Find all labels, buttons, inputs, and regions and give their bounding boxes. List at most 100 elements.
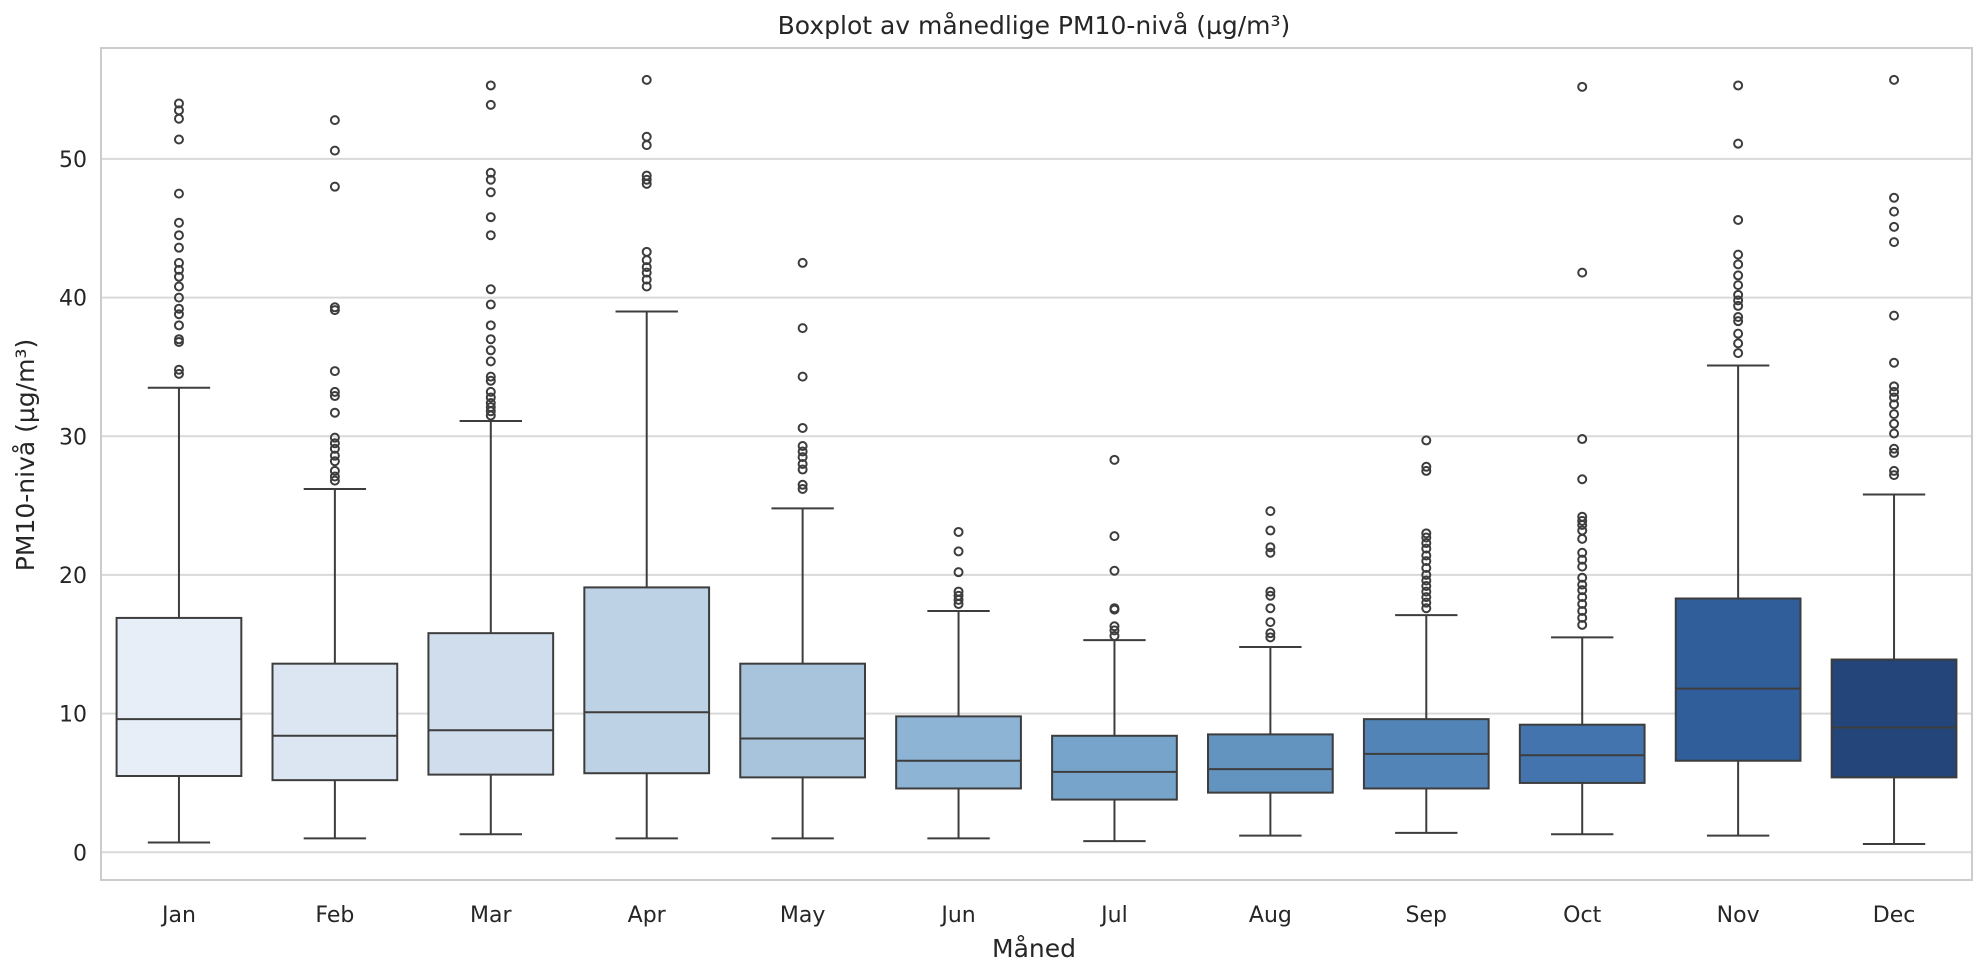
outlier-point xyxy=(797,459,808,469)
box-group xyxy=(583,74,711,840)
outlier-point xyxy=(1421,461,1432,472)
outlier-point xyxy=(797,371,808,382)
x-tick-label: Oct xyxy=(1563,903,1601,928)
iqr-box xyxy=(271,662,399,782)
outlier-point xyxy=(1265,617,1276,628)
outlier-point xyxy=(1109,454,1120,465)
x-tick-label: Jun xyxy=(939,903,975,928)
outlier-point xyxy=(173,105,184,116)
outlier-point xyxy=(1265,628,1276,639)
outlier-point xyxy=(641,246,652,257)
outlier-point xyxy=(329,456,340,467)
boxes xyxy=(115,74,1958,845)
outlier-point xyxy=(485,345,496,356)
outlier-point xyxy=(1577,81,1588,92)
outlier-point xyxy=(1889,74,1900,85)
outlier-point xyxy=(1421,575,1432,586)
outlier-point xyxy=(1109,603,1120,614)
outlier-point xyxy=(485,402,496,413)
outlier-point xyxy=(1421,435,1432,446)
outlier-point xyxy=(1889,447,1900,458)
outlier-point xyxy=(485,386,496,397)
outlier-point xyxy=(485,392,496,403)
y-tick-label: 40 xyxy=(59,287,87,312)
outlier-point xyxy=(173,281,184,292)
x-tick-label: Jul xyxy=(1099,903,1128,928)
outlier-point xyxy=(485,356,496,367)
outlier-point xyxy=(1577,585,1588,596)
outlier-point xyxy=(1733,280,1744,291)
outlier-point xyxy=(1577,533,1588,544)
box-group xyxy=(1362,435,1490,834)
x-tick-label: Dec xyxy=(1873,903,1916,928)
x-tick-label: Mar xyxy=(470,903,512,928)
outlier-point xyxy=(329,302,340,313)
outlier-point xyxy=(1733,300,1744,311)
outlier-point xyxy=(1577,561,1588,572)
y-tick-label: 20 xyxy=(59,564,87,589)
outlier-point xyxy=(173,320,184,331)
outlier-point xyxy=(1577,579,1588,590)
outlier-point xyxy=(797,440,808,451)
outlier-point xyxy=(173,309,184,320)
outlier-point xyxy=(1889,221,1900,232)
outlier-point xyxy=(1733,338,1744,349)
outlier-point xyxy=(173,292,184,303)
outlier-point xyxy=(797,483,808,494)
outlier-point xyxy=(329,407,340,418)
outlier-point xyxy=(173,368,184,379)
iqr-box xyxy=(427,632,555,776)
iqr-box xyxy=(1051,734,1178,801)
x-tick-label: Apr xyxy=(628,903,667,928)
x-tick-label: Sep xyxy=(1406,903,1447,928)
outlier-point xyxy=(1889,310,1900,321)
outlier-point xyxy=(1421,592,1432,603)
outlier-point xyxy=(329,391,340,402)
outlier-point xyxy=(1733,138,1744,149)
outlier-point xyxy=(173,271,184,282)
outlier-point xyxy=(953,526,964,537)
outlier-point xyxy=(485,174,496,185)
outlier-point xyxy=(1577,619,1588,630)
outlier-point xyxy=(1733,270,1744,281)
outlier-point xyxy=(173,98,184,109)
outlier-point xyxy=(1421,550,1432,561)
outlier-point xyxy=(1889,381,1900,392)
outlier-point xyxy=(329,366,340,377)
y-tick-label: 0 xyxy=(73,841,87,866)
outlier-point xyxy=(1733,289,1744,300)
outlier-point xyxy=(1733,259,1744,270)
plot-frame xyxy=(100,47,1973,881)
outlier-point xyxy=(485,284,496,295)
outlier-point xyxy=(1889,443,1900,454)
outlier-point xyxy=(485,212,496,223)
outlier-point xyxy=(953,586,964,597)
outlier-point xyxy=(1889,386,1900,397)
outlier-point xyxy=(1889,357,1900,368)
outlier-point xyxy=(329,471,340,482)
box-group xyxy=(739,257,866,840)
outlier-point xyxy=(329,181,340,192)
outlier-point xyxy=(1577,525,1588,536)
outlier-point xyxy=(641,174,652,185)
outlier-point xyxy=(1421,586,1432,597)
outlier-point xyxy=(1577,599,1588,610)
outlier-point xyxy=(1265,525,1276,536)
outlier-point xyxy=(1421,528,1432,539)
iqr-box xyxy=(115,616,243,777)
outlier-point xyxy=(173,230,184,241)
outlier-point xyxy=(1577,554,1588,565)
outlier-point xyxy=(1577,592,1588,603)
y-axis-label: PM10-nivå (µg/m³) xyxy=(11,339,40,571)
outlier-point xyxy=(329,465,340,476)
outlier-point xyxy=(485,371,496,382)
outlier-point xyxy=(1889,428,1900,439)
outlier-point xyxy=(329,145,340,156)
outlier-point xyxy=(1577,267,1588,278)
outlier-point xyxy=(1109,531,1120,542)
outlier-point xyxy=(797,323,808,334)
outlier-point xyxy=(1421,465,1432,476)
outlier-point xyxy=(173,113,184,124)
outlier-point xyxy=(641,131,652,142)
